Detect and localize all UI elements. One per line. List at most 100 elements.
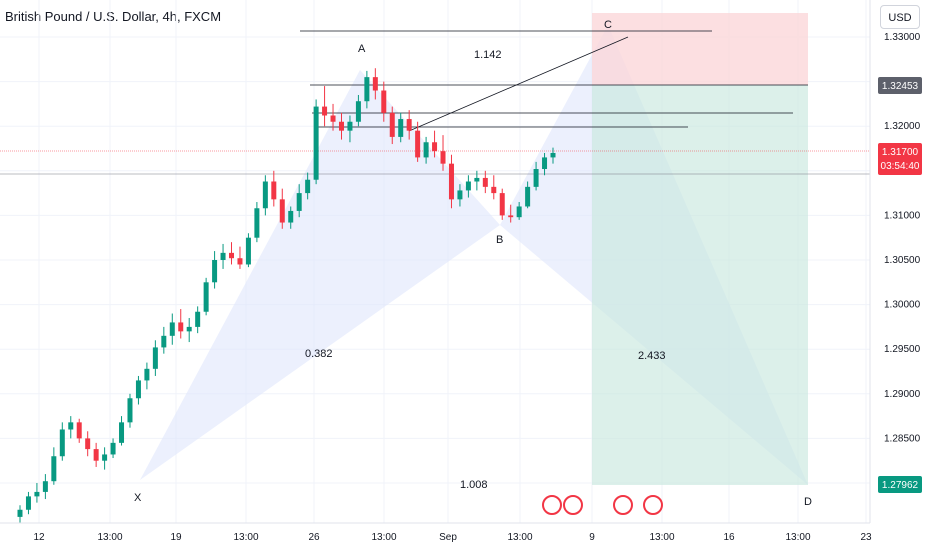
candle — [474, 170, 480, 191]
x-tick-label: 9 — [589, 532, 595, 543]
x-tick-label: 13:00 — [371, 532, 396, 543]
candle — [85, 431, 91, 457]
candle — [448, 154, 454, 209]
candle — [178, 309, 184, 339]
candle — [237, 246, 243, 269]
candle — [305, 172, 311, 200]
candle — [203, 277, 209, 316]
candle — [254, 202, 260, 243]
svg-text:1.32453: 1.32453 — [882, 81, 919, 92]
candle — [229, 242, 235, 265]
point-c-label: C — [604, 19, 612, 31]
point-d-label: D — [804, 496, 812, 508]
x-tick-label: 13:00 — [785, 532, 810, 543]
svg-text:1.27962: 1.27962 — [882, 480, 919, 491]
candle — [144, 362, 150, 390]
candle — [347, 115, 353, 143]
y-tick-label: 1.30000 — [884, 300, 921, 311]
candle — [440, 135, 446, 171]
candle — [245, 233, 251, 268]
candle — [51, 447, 57, 485]
candle — [423, 136, 429, 164]
point-b-label: B — [496, 234, 503, 246]
candle — [381, 81, 387, 122]
point-x-label: X — [134, 492, 142, 504]
candle — [465, 175, 471, 198]
y-tick-label: 1.29500 — [884, 344, 921, 355]
candle — [508, 204, 514, 223]
candle — [279, 188, 285, 229]
x-tick-label: 13:00 — [649, 532, 674, 543]
y-tick-label: 1.29000 — [884, 389, 921, 400]
candle — [330, 103, 336, 131]
candle — [364, 70, 370, 109]
loss-zone — [592, 13, 808, 85]
candle — [59, 422, 65, 461]
price-tag-c — [878, 77, 922, 94]
candle — [127, 393, 133, 428]
candles — [17, 68, 556, 524]
candle — [110, 438, 116, 459]
candle — [415, 121, 421, 162]
pattern-layer — [140, 13, 808, 485]
profit-zone — [592, 85, 808, 485]
ratio-label-2: 1.142 — [474, 49, 502, 61]
candle — [499, 188, 505, 220]
candle — [93, 442, 99, 467]
price-tag-d — [878, 476, 922, 493]
candle — [271, 170, 277, 207]
candle — [322, 86, 328, 127]
candle — [432, 130, 438, 158]
candle — [76, 418, 82, 443]
x-tick-label: Sep — [439, 532, 457, 543]
candle — [355, 94, 361, 127]
x-tick-label: 12 — [33, 532, 45, 543]
candle — [186, 317, 192, 343]
uk-flag-icon — [643, 495, 663, 515]
candle — [296, 184, 302, 218]
chart-title: British Pound / U.S. Dollar, 4h, FXCM — [5, 9, 222, 24]
candle — [34, 483, 40, 503]
svg-text:1.31700: 1.31700 — [882, 147, 919, 158]
y-tick-label: 1.33000 — [884, 32, 921, 43]
candle — [406, 110, 412, 140]
pattern-labels: X A B C D 0.382 1.142 2.433 1.008 — [134, 19, 812, 508]
time-axis[interactable]: 12 13:00 19 13:00 26 13:00 Sep 13:00 9 13:00 16 13:… — [0, 522, 872, 543]
uk-flag-icon — [613, 495, 633, 515]
candle — [398, 112, 404, 143]
price-tags: 1.32453 1.31700 03:54:40 1.27962 — [878, 77, 922, 493]
x-tick-label: 16 — [723, 532, 735, 543]
us-flag-icon — [542, 495, 562, 515]
candle — [220, 243, 226, 269]
candle — [169, 313, 175, 345]
candle — [482, 170, 488, 194]
ratio-label-1: 0.382 — [305, 348, 333, 360]
candle — [338, 112, 344, 140]
x-tick-label: 19 — [170, 532, 182, 543]
point-a-label: A — [358, 43, 366, 55]
candle — [42, 474, 48, 500]
pattern-xab — [140, 70, 500, 480]
candle — [68, 416, 74, 439]
candle — [195, 306, 201, 334]
currency-button[interactable]: USD — [880, 5, 920, 29]
candle — [288, 206, 294, 229]
candle — [262, 175, 268, 216]
price-tag-current — [878, 143, 922, 175]
candle — [135, 375, 141, 405]
y-tick-label: 1.28500 — [884, 433, 921, 444]
candle — [17, 505, 23, 524]
event-icons[interactable] — [542, 495, 663, 515]
candle — [372, 68, 378, 100]
trend-line — [408, 36, 629, 132]
ratio-label-3: 2.433 — [638, 350, 666, 362]
candle — [491, 175, 497, 200]
x-tick-label: 23 — [860, 532, 872, 543]
candle — [389, 106, 395, 145]
candle — [212, 251, 218, 289]
candle — [313, 99, 319, 185]
candle — [525, 181, 531, 209]
x-tick-label: 13:00 — [233, 532, 258, 543]
y-tick-label: 1.31000 — [884, 210, 921, 221]
